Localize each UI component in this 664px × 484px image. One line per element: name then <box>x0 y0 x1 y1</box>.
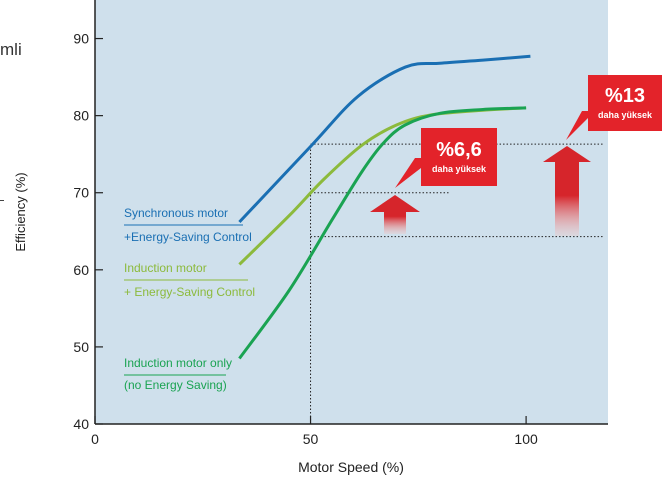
y-tick-label: 50 <box>73 339 89 355</box>
series-label-synchronous: Synchronous motor +Energy-Saving Control <box>124 206 252 244</box>
y-axis-title: Efficiency (%) <box>13 172 28 251</box>
callout-subtext: daha yüksek <box>598 110 653 120</box>
callout-13: %13 daha yüksek <box>566 75 662 140</box>
x-tick-label: 100 <box>514 431 538 447</box>
x-tick-label: 0 <box>91 431 99 447</box>
y-tick-label: 60 <box>73 262 89 278</box>
up-arrow-small-icon <box>370 195 420 234</box>
series-line-2 <box>238 106 527 360</box>
series-lines <box>238 54 531 360</box>
plot-background <box>95 0 608 424</box>
series-label-line: (no Energy Saving) <box>124 378 227 392</box>
series-label-induction-only: Induction motor only (no Energy Saving) <box>124 356 232 392</box>
y-tick-label: 80 <box>73 108 89 124</box>
callout-subtext: daha yüksek <box>432 164 487 174</box>
y-tick-label: 70 <box>73 185 89 201</box>
callout-6-6: %6,6 daha yüksek <box>395 128 497 188</box>
series-label-line: Induction motor only <box>124 356 232 370</box>
callout-value: %13 <box>605 85 645 107</box>
up-arrow-large-icon <box>543 146 591 236</box>
ticks: 40 50 60 70 80 90 0 50 100 <box>73 31 538 447</box>
callout-box <box>566 75 662 140</box>
cropped-side-mark <box>0 200 4 201</box>
guide-lines <box>310 143 604 424</box>
y-tick-label: 90 <box>73 31 89 47</box>
axes <box>94 0 608 425</box>
series-label-line: +Energy-Saving Control <box>124 230 252 244</box>
cropped-side-text: mli <box>0 40 22 59</box>
callout-box <box>395 128 497 188</box>
series-label-induction-esc: Induction motor + Energy-Saving Control <box>124 261 255 299</box>
callout-value: %6,6 <box>436 139 482 161</box>
series-label-line: + Energy-Saving Control <box>124 285 255 299</box>
x-tick-label: 50 <box>303 431 319 447</box>
series-line-0 <box>238 54 531 224</box>
series-label-line: Synchronous motor <box>124 206 228 220</box>
series-label-line: Induction motor <box>124 261 207 275</box>
y-tick-label: 40 <box>73 416 89 432</box>
x-axis-title: Motor Speed (%) <box>298 459 404 475</box>
